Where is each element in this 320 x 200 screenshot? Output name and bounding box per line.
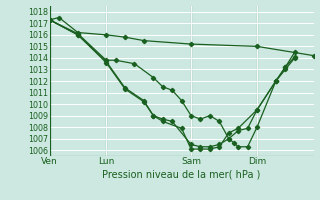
X-axis label: Pression niveau de la mer( hPa ): Pression niveau de la mer( hPa ) [102,169,261,179]
